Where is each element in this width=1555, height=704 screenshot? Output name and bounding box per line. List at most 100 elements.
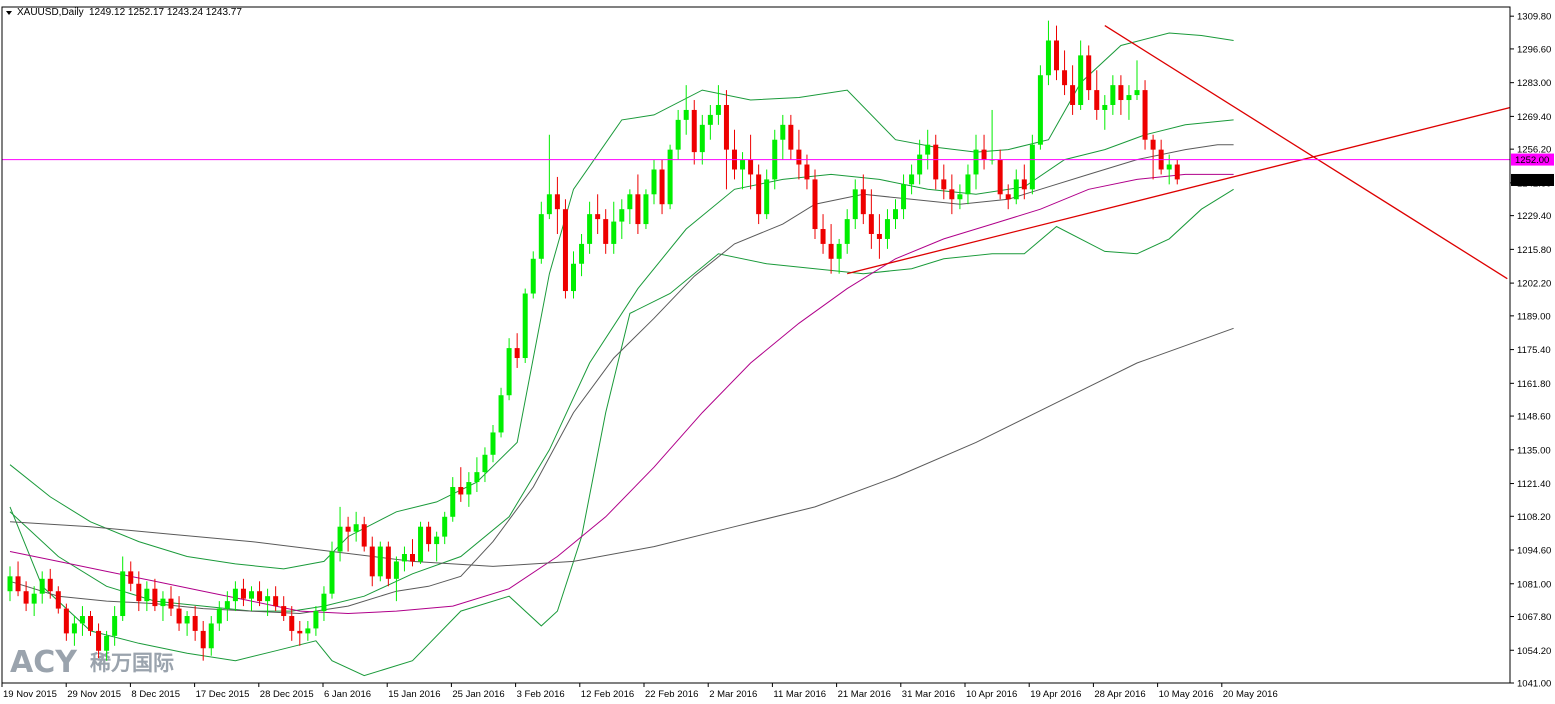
candle-body xyxy=(224,601,230,609)
candle xyxy=(144,581,150,612)
candle-body xyxy=(675,119,681,150)
ohlc-readout: 1249.12 1252.17 1243.24 1243.77 xyxy=(89,7,242,18)
candle xyxy=(498,387,504,438)
candle xyxy=(442,511,448,545)
candle xyxy=(152,578,158,612)
candle xyxy=(7,566,13,602)
trendlines[interactable] xyxy=(847,25,1555,280)
ma-long-line xyxy=(9,327,1234,567)
candle-body xyxy=(619,209,625,222)
y-axis: 1309.801296.601283.001269.401256.201242.… xyxy=(1510,12,1551,690)
candle-body xyxy=(240,588,246,599)
candle xyxy=(474,457,480,492)
candle xyxy=(941,164,947,200)
candle xyxy=(313,606,319,636)
candle xyxy=(538,201,544,264)
candle xyxy=(997,149,1003,200)
candle-body xyxy=(659,169,665,205)
candle xyxy=(450,477,456,522)
candle-body xyxy=(1110,85,1116,105)
candle-body xyxy=(377,546,383,577)
plot-frame xyxy=(1,6,1511,684)
candle-body xyxy=(393,561,399,579)
candle xyxy=(200,620,206,661)
candle-body xyxy=(39,578,45,594)
candle xyxy=(321,586,327,621)
candle xyxy=(1045,20,1051,86)
candle xyxy=(780,114,786,160)
candle-body xyxy=(1174,164,1180,180)
candle xyxy=(909,164,915,195)
trendline[interactable] xyxy=(847,90,1555,275)
chart-header: XAUUSD,Daily 1249.12 1252.17 1243.24 124… xyxy=(6,7,242,18)
candle-body xyxy=(31,593,37,604)
candle xyxy=(39,571,45,604)
candle xyxy=(619,199,625,239)
candle xyxy=(257,581,263,607)
candle-body xyxy=(120,571,126,617)
candles xyxy=(7,20,1180,661)
x-tick-label: 22 Feb 2016 xyxy=(645,689,698,700)
candle xyxy=(410,539,415,567)
candle xyxy=(643,189,649,230)
candle-body xyxy=(466,482,472,495)
y-tick-label: 1283.00 xyxy=(1517,78,1551,89)
y-tick-label: 1215.80 xyxy=(1517,245,1551,256)
candle-body xyxy=(321,593,327,612)
candle xyxy=(1054,25,1059,81)
candle xyxy=(1150,134,1156,180)
candle-body xyxy=(353,524,359,532)
candle-body xyxy=(401,554,407,562)
y-tick-label: 1175.40 xyxy=(1517,345,1551,356)
candle-body xyxy=(667,149,673,205)
candle-body xyxy=(820,229,826,244)
candle xyxy=(554,176,560,234)
candle-body xyxy=(699,124,705,153)
candle-body xyxy=(112,616,118,636)
candle xyxy=(369,536,375,587)
trendline[interactable] xyxy=(1104,25,1508,280)
dropdown-triangle-icon[interactable] xyxy=(6,11,12,15)
candle xyxy=(756,164,762,225)
candle-body xyxy=(788,124,794,150)
candle xyxy=(1062,50,1068,96)
candle xyxy=(973,134,979,190)
candle xyxy=(965,164,971,205)
candle xyxy=(1126,85,1132,120)
ma-mid-line xyxy=(9,173,1234,615)
candle xyxy=(603,209,609,254)
candle xyxy=(820,214,826,254)
candle-body xyxy=(1054,40,1059,71)
candle-body xyxy=(15,576,21,592)
candle-body xyxy=(836,243,842,259)
candle xyxy=(273,586,279,612)
candle xyxy=(788,114,794,160)
x-tick-label: 11 Mar 2016 xyxy=(773,689,826,700)
y-tick-label: 1256.20 xyxy=(1517,145,1551,156)
x-tick-label: 10 May 2016 xyxy=(1159,689,1214,700)
x-tick-label: 2 Mar 2016 xyxy=(709,689,757,700)
candle-body xyxy=(1005,194,1011,200)
candle-body xyxy=(595,214,601,220)
x-tick-label: 31 Mar 2016 xyxy=(902,689,955,700)
candle-body xyxy=(611,221,617,244)
candle-body xyxy=(184,616,190,624)
candle xyxy=(15,561,21,597)
candle-body xyxy=(305,628,311,634)
candle xyxy=(23,581,29,612)
y-tick-label: 1296.60 xyxy=(1517,44,1551,55)
candle xyxy=(249,586,254,612)
candle xyxy=(917,139,923,185)
candle xyxy=(192,606,198,641)
candle-body xyxy=(474,472,480,483)
candle xyxy=(168,586,174,617)
candle-body xyxy=(1166,164,1172,170)
candle xyxy=(1134,60,1140,101)
candle-body xyxy=(587,214,593,244)
candle-body xyxy=(740,159,746,170)
candle xyxy=(128,561,134,592)
candle-body xyxy=(144,588,150,602)
ma-short-line xyxy=(9,144,1234,615)
x-tick-label: 6 Jan 2016 xyxy=(324,689,371,700)
